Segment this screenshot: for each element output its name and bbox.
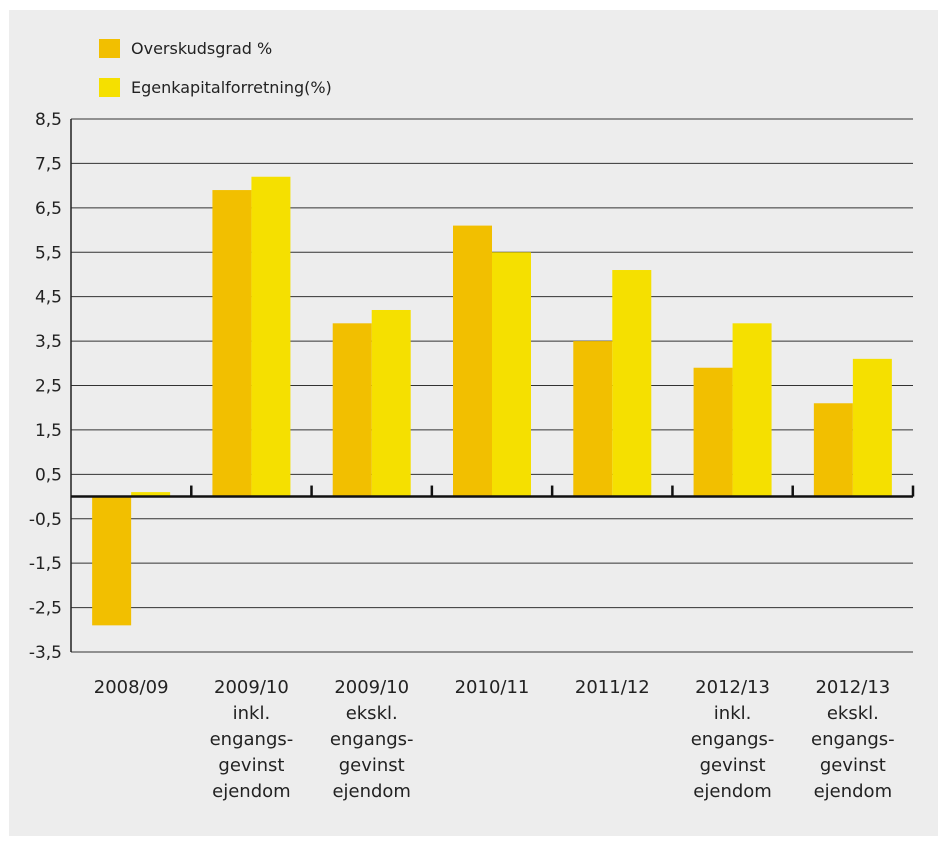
category-label: gevinst	[218, 755, 284, 776]
bar	[813, 403, 853, 497]
y-tick-label: 7,5	[35, 154, 62, 174]
category-label: 2010/11	[455, 677, 530, 698]
legend-swatch	[99, 39, 120, 58]
category-label: engangs-	[330, 729, 414, 750]
category-label: inkl.	[714, 703, 752, 724]
category-label: gevinst	[820, 755, 886, 776]
bar	[212, 190, 252, 497]
bar	[492, 252, 531, 497]
category-label: 2008/09	[94, 677, 169, 698]
legend-swatch	[99, 78, 120, 97]
category-label: ekskl.	[346, 703, 398, 724]
bar	[332, 323, 372, 497]
category-label: 2012/13	[815, 677, 890, 698]
category-label: ekskl.	[827, 703, 879, 724]
bar	[852, 358, 892, 497]
bar	[371, 309, 411, 497]
category-label: ejendom	[212, 781, 291, 802]
y-tick-label: -1,5	[29, 554, 62, 574]
category-label: gevinst	[339, 755, 405, 776]
category-label: ejendom	[693, 781, 772, 802]
y-tick-label: 5,5	[35, 243, 62, 263]
bar	[573, 341, 613, 497]
y-tick-label: 4,5	[35, 288, 62, 308]
y-tick-label: 2,5	[35, 377, 62, 397]
category-label: ejendom	[332, 781, 411, 802]
bar	[131, 492, 171, 497]
bar	[693, 367, 733, 497]
y-tick-label: 6,5	[35, 199, 62, 219]
category-label: gevinst	[700, 755, 766, 776]
bar	[251, 176, 291, 497]
category-label: ejendom	[814, 781, 893, 802]
legend-label: Egenkapitalforretning(%)	[131, 78, 332, 97]
legend-label: Overskudsgrad %	[131, 39, 272, 58]
bar	[732, 323, 772, 497]
bar	[92, 496, 132, 626]
category-label: 2009/10	[214, 677, 289, 698]
category-label: 2012/13	[695, 677, 770, 698]
y-tick-label: 0,5	[35, 465, 62, 485]
category-label: engangs-	[210, 729, 294, 750]
y-tick-label: -2,5	[29, 599, 62, 619]
y-tick-label: -0,5	[29, 510, 62, 530]
category-label: engangs-	[691, 729, 775, 750]
category-label: inkl.	[233, 703, 271, 724]
bar	[612, 270, 652, 497]
y-tick-label: 3,5	[35, 332, 62, 352]
category-label: 2009/10	[334, 677, 409, 698]
y-tick-label: 8,5	[35, 110, 62, 130]
bar	[453, 225, 492, 497]
y-tick-label: -3,5	[29, 643, 62, 663]
y-tick-label: 1,5	[35, 421, 62, 441]
category-label: 2011/12	[575, 677, 650, 698]
category-label: engangs-	[811, 729, 895, 750]
